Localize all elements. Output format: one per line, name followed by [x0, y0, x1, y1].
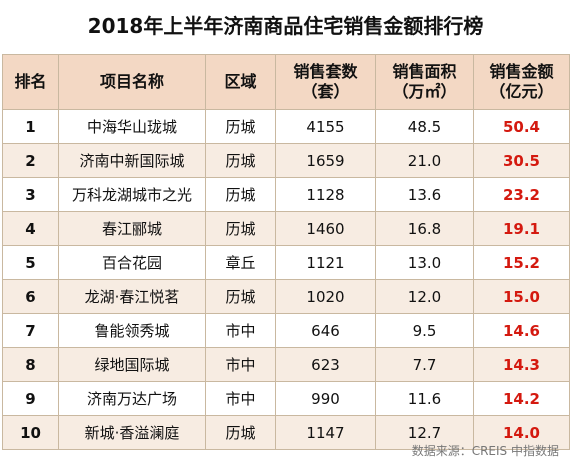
cell-district: 历城 [205, 415, 276, 450]
header-units-line2: （套） [301, 82, 350, 101]
cell-area: 12.7 [375, 415, 474, 450]
cell-amount: 19.1 [473, 211, 570, 246]
cell-rank: 6 [2, 279, 59, 314]
cell-amount: 14.2 [473, 381, 570, 416]
table-row: 6 龙湖·春江悦茗 历城 1020 12.0 15.0 [2, 279, 570, 314]
cell-project: 绿地国际城 [58, 347, 206, 382]
cell-area: 13.6 [375, 177, 474, 212]
cell-amount: 15.2 [473, 245, 570, 280]
header-units: 销售套数 （套） [275, 54, 376, 110]
cell-district: 历城 [205, 109, 276, 144]
cell-rank: 5 [2, 245, 59, 280]
cell-rank: 4 [2, 211, 59, 246]
table-row: 8 绿地国际城 市中 623 7.7 14.3 [2, 347, 570, 382]
cell-project: 春江郦城 [58, 211, 206, 246]
cell-rank: 7 [2, 313, 59, 348]
cell-units: 1659 [275, 143, 376, 178]
cell-amount: 14.0 [473, 415, 570, 450]
header-amount-line2: （亿元） [489, 82, 554, 101]
table-row: 4 春江郦城 历城 1460 16.8 19.1 [2, 211, 570, 246]
cell-rank: 2 [2, 143, 59, 178]
table-header-row: 排名 项目名称 区域 销售套数 （套） 销售面积 （万㎡） 销售金额 （亿元） [2, 54, 570, 110]
table-row: 1 中海华山珑城 历城 4155 48.5 50.4 [2, 109, 570, 144]
cell-district: 历城 [205, 143, 276, 178]
cell-area: 13.0 [375, 245, 474, 280]
header-area-line1: 销售面积 [392, 62, 457, 81]
header-district: 区域 [205, 54, 276, 110]
cell-project: 万科龙湖城市之光 [58, 177, 206, 212]
header-area-line2: （万㎡） [392, 82, 457, 101]
cell-amount: 30.5 [473, 143, 570, 178]
table-row: 2 济南中新国际城 历城 1659 21.0 30.5 [2, 143, 570, 178]
cell-rank: 10 [2, 415, 59, 450]
cell-units: 990 [275, 381, 376, 416]
cell-area: 16.8 [375, 211, 474, 246]
cell-district: 市中 [205, 313, 276, 348]
cell-units: 646 [275, 313, 376, 348]
cell-project: 济南万达广场 [58, 381, 206, 416]
cell-project: 中海华山珑城 [58, 109, 206, 144]
cell-district: 市中 [205, 381, 276, 416]
table-row: 3 万科龙湖城市之光 历城 1128 13.6 23.2 [2, 177, 570, 212]
table-row: 10 新城·香溢澜庭 历城 1147 12.7 14.0 [2, 415, 570, 450]
cell-district: 市中 [205, 347, 276, 382]
table-row: 5 百合花园 章丘 1121 13.0 15.2 [2, 245, 570, 280]
cell-units: 623 [275, 347, 376, 382]
cell-district: 历城 [205, 279, 276, 314]
header-rank: 排名 [2, 54, 59, 110]
cell-project: 龙湖·春江悦茗 [58, 279, 206, 314]
cell-amount: 14.3 [473, 347, 570, 382]
cell-amount: 15.0 [473, 279, 570, 314]
cell-rank: 9 [2, 381, 59, 416]
header-amount: 销售金额 （亿元） [473, 54, 570, 110]
cell-units: 1121 [275, 245, 376, 280]
cell-area: 9.5 [375, 313, 474, 348]
cell-area: 48.5 [375, 109, 474, 144]
cell-units: 4155 [275, 109, 376, 144]
header-units-line1: 销售套数 [293, 62, 358, 81]
cell-project: 百合花园 [58, 245, 206, 280]
cell-units: 1460 [275, 211, 376, 246]
cell-rank: 8 [2, 347, 59, 382]
cell-rank: 1 [2, 109, 59, 144]
cell-area: 12.0 [375, 279, 474, 314]
header-project: 项目名称 [58, 54, 206, 110]
cell-project: 鲁能领秀城 [58, 313, 206, 348]
cell-district: 历城 [205, 177, 276, 212]
page-title: 2018年上半年济南商品住宅销售金额排行榜 [87, 14, 484, 38]
cell-area: 21.0 [375, 143, 474, 178]
cell-amount: 50.4 [473, 109, 570, 144]
data-source-note: 数据来源：CREIS 中指数据 [411, 444, 559, 458]
cell-project: 新城·香溢澜庭 [58, 415, 206, 450]
cell-district: 章丘 [205, 245, 276, 280]
cell-units: 1147 [275, 415, 376, 450]
ranking-table: 排名 项目名称 区域 销售套数 （套） 销售面积 （万㎡） 销售金额 （亿元） [2, 54, 570, 450]
cell-rank: 3 [2, 177, 59, 212]
table-row: 7 鲁能领秀城 市中 646 9.5 14.6 [2, 313, 570, 348]
table-row: 9 济南万达广场 市中 990 11.6 14.2 [2, 381, 570, 416]
cell-district: 历城 [205, 211, 276, 246]
cell-area: 7.7 [375, 347, 474, 382]
cell-units: 1128 [275, 177, 376, 212]
cell-amount: 14.6 [473, 313, 570, 348]
cell-area: 11.6 [375, 381, 474, 416]
cell-project: 济南中新国际城 [58, 143, 206, 178]
header-area: 销售面积 （万㎡） [375, 54, 474, 110]
cell-units: 1020 [275, 279, 376, 314]
header-amount-line1: 销售金额 [489, 62, 554, 81]
cell-amount: 23.2 [473, 177, 570, 212]
